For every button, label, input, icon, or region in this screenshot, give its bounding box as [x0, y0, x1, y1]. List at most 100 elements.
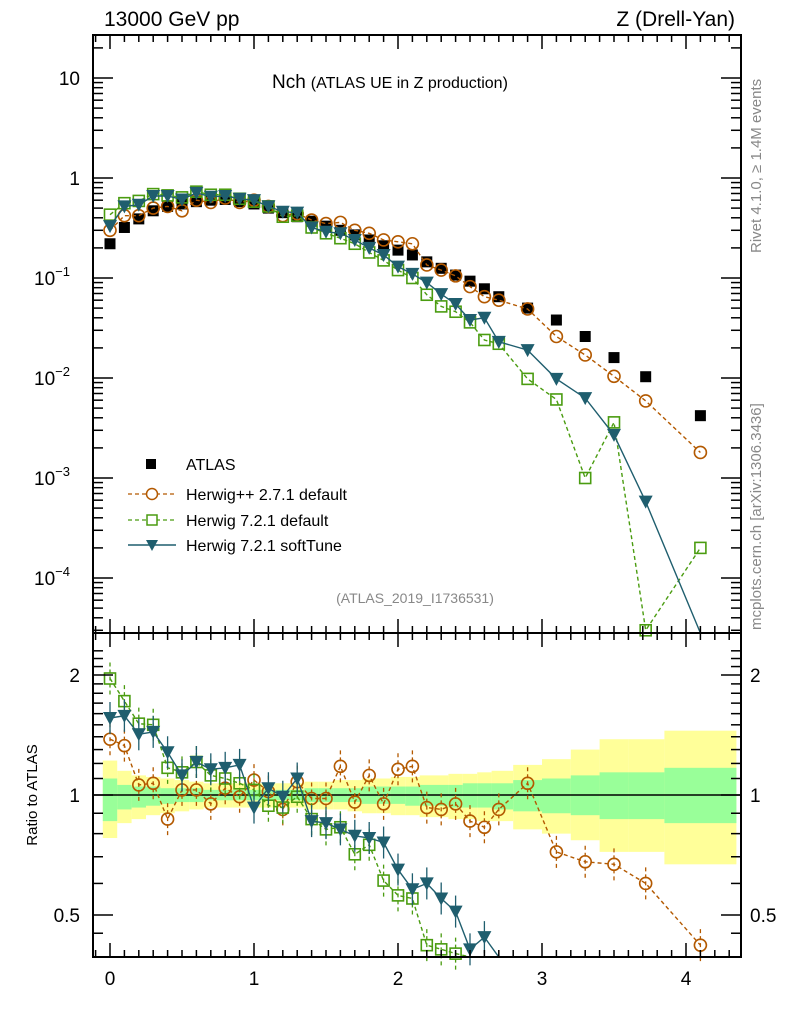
data-point — [579, 331, 591, 343]
data-point — [478, 283, 490, 295]
legend-marker-circle-open — [145, 487, 159, 501]
data-point — [419, 276, 434, 290]
data-point — [463, 314, 477, 328]
y-tick-label-main: 10−3 — [34, 464, 70, 490]
ratio-point — [175, 769, 189, 783]
ratio-point — [419, 877, 434, 891]
ratio-point — [434, 802, 449, 817]
ratio-y-axis-label: Ratio to ATLAS — [24, 744, 41, 845]
y-tick-label-main: 10−2 — [34, 364, 70, 390]
data-point — [190, 196, 202, 208]
x-tick-label: 3 — [537, 969, 548, 990]
plot-title: Nch (ATLAS UE in Z production) — [272, 72, 508, 93]
series-line-1 — [109, 197, 701, 454]
data-point — [304, 221, 319, 235]
data-point — [434, 263, 449, 277]
band-inner-bin — [542, 778, 571, 814]
header-process-label: Z (Drell-Yan) — [616, 8, 735, 31]
ratio-point — [448, 905, 463, 919]
analysis-tag: (ATLAS_2019_I1736531) — [336, 590, 494, 606]
legend-label: Herwig 7.2.1 softTune — [186, 538, 342, 555]
legend-marker-square-filled — [146, 459, 156, 469]
band-inner-bin — [117, 784, 132, 810]
data-point — [218, 190, 233, 204]
data-point — [275, 205, 290, 219]
data-point — [333, 227, 348, 241]
ratio-point — [347, 795, 362, 809]
y-tick-label-main: 1 — [69, 169, 80, 190]
data-point — [376, 233, 391, 247]
ratio-point — [376, 797, 391, 811]
data-point — [550, 314, 562, 326]
data-point — [203, 190, 218, 204]
x-tick-label: 1 — [249, 969, 260, 990]
data-point — [607, 428, 621, 442]
data-point — [521, 372, 534, 386]
rivet-version-label: Rivet 4.1.0, ≥ 1.4M events — [748, 79, 765, 253]
ratio-point — [103, 712, 117, 726]
y-tick-label-main: 10−4 — [34, 564, 70, 590]
ratio-data-layer — [103, 662, 708, 970]
data-point — [639, 623, 652, 637]
ratio-point — [520, 776, 535, 791]
ratio-point — [448, 797, 463, 811]
ratio-point — [319, 791, 333, 806]
legend-marker-square-open — [146, 514, 158, 526]
x-tick-label: 0 — [105, 969, 116, 990]
data-point — [520, 344, 535, 358]
data-point — [104, 238, 116, 250]
data-point — [391, 235, 405, 249]
y-tick-label-ratio: 2 — [69, 666, 80, 687]
ratio-point — [189, 756, 204, 770]
data-point — [376, 248, 391, 262]
legend-entry-herwig-721-default: Herwig 7.2.1 default — [128, 513, 329, 530]
header-energy-label: 13000 GeV pp — [104, 8, 239, 31]
ratio-point — [477, 931, 492, 945]
data-point — [347, 233, 362, 247]
data-point — [419, 258, 434, 272]
y-tick-label-ratio-right: 0.5 — [750, 906, 776, 927]
data-point — [578, 471, 592, 485]
ratio-point — [578, 854, 593, 869]
ratio-point — [419, 800, 434, 815]
data-point — [549, 372, 564, 386]
legend-marker-triangle-down — [146, 540, 158, 551]
main-panel — [103, 185, 708, 637]
data-point — [491, 335, 506, 349]
legend-entry-herwigpp-271: Herwig++ 2.7.1 default — [128, 487, 348, 504]
ratio-point — [304, 815, 319, 829]
data-point — [189, 186, 204, 200]
y-tick-label-main: 10−1 — [34, 264, 70, 290]
band-inner-bin — [102, 778, 118, 822]
ratio-point — [247, 801, 261, 815]
ratio-point — [391, 762, 405, 777]
data-point — [478, 333, 491, 347]
data-point — [261, 200, 276, 214]
legend-entry-herwig-721-softtune: Herwig 7.2.1 softTune — [128, 538, 342, 555]
ratio-point — [117, 709, 132, 723]
data-point — [693, 445, 708, 460]
ratio-point — [333, 759, 348, 774]
data-point — [640, 371, 652, 383]
ratio-point — [189, 783, 204, 797]
data-point — [160, 190, 175, 204]
data-point — [362, 241, 377, 255]
ratio-point — [261, 782, 276, 796]
ratio-point — [290, 772, 305, 786]
ratio-uncertainty-bands — [102, 730, 737, 865]
data-point — [491, 293, 506, 307]
ratio-point — [549, 845, 564, 859]
ratio-point — [491, 802, 506, 817]
ratio-point — [347, 829, 362, 843]
ratio-panel — [93, 662, 741, 970]
data-point — [391, 260, 405, 274]
ratio-point — [638, 876, 653, 891]
data-point — [493, 291, 505, 303]
y-tick-label-ratio: 1 — [69, 786, 80, 807]
data-point — [463, 279, 477, 294]
ratio-point — [377, 874, 390, 887]
ratio-line-0 — [109, 738, 701, 946]
ratio-point — [204, 797, 218, 811]
data-point — [146, 190, 161, 204]
